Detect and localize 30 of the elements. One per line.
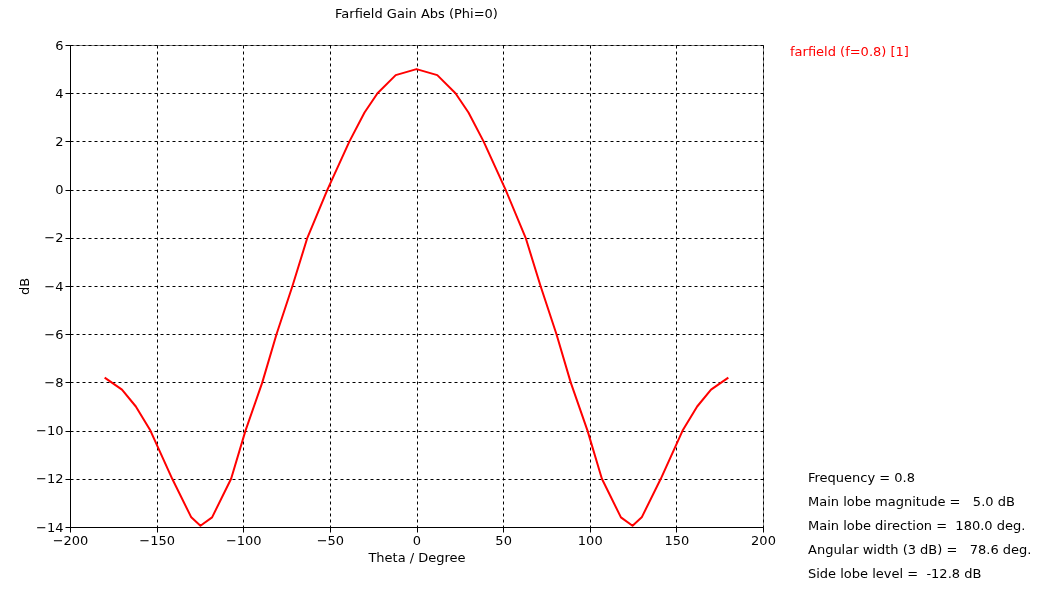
line-series <box>103 68 730 527</box>
text: farfield (f=0.8) [1] <box>790 43 909 59</box>
y-tick-label: 6 <box>55 37 64 53</box>
text: Side lobe level = -12.8 dB <box>808 565 983 583</box>
text: Frequency = 0.8 <box>808 469 916 487</box>
y-tick-label: −4 <box>44 278 64 294</box>
y-tick-label: 0 <box>55 182 64 198</box>
y-tick-label: −8 <box>44 374 64 390</box>
x-tick-label: 200 <box>751 532 776 548</box>
y-tick-label: 4 <box>55 85 64 101</box>
x-tick-label: −150 <box>139 532 175 548</box>
x-axis-title: Theta / Degree <box>367 549 466 565</box>
x-tick-label: 150 <box>664 532 690 548</box>
y-tick-label: −6 <box>44 326 64 342</box>
x-tick-label: −100 <box>225 532 262 548</box>
y-tick-label: 2 <box>55 133 64 149</box>
x-tick-label: 100 <box>577 532 603 548</box>
x-tick-label: −50 <box>316 532 345 548</box>
y-tick-label: −12 <box>36 471 64 487</box>
x-tick-label: −200 <box>52 532 89 548</box>
y-axis-title: dB <box>17 277 33 296</box>
text: Main lobe magnitude = 5.0 dB <box>808 493 1016 511</box>
chart-title: Farfield Gain Abs (Phi=0) <box>335 6 498 21</box>
y-tick-label: −14 <box>36 519 64 535</box>
text: Main lobe direction = 180.0 deg. <box>808 517 1027 535</box>
y-tick-label: −2 <box>44 230 64 246</box>
x-tick-label: 50 <box>495 532 512 548</box>
x-tick-label: 0 <box>412 532 422 548</box>
text: Angular width (3 dB) = 78.6 deg. <box>808 541 1032 559</box>
y-tick-label: −10 <box>36 423 64 439</box>
